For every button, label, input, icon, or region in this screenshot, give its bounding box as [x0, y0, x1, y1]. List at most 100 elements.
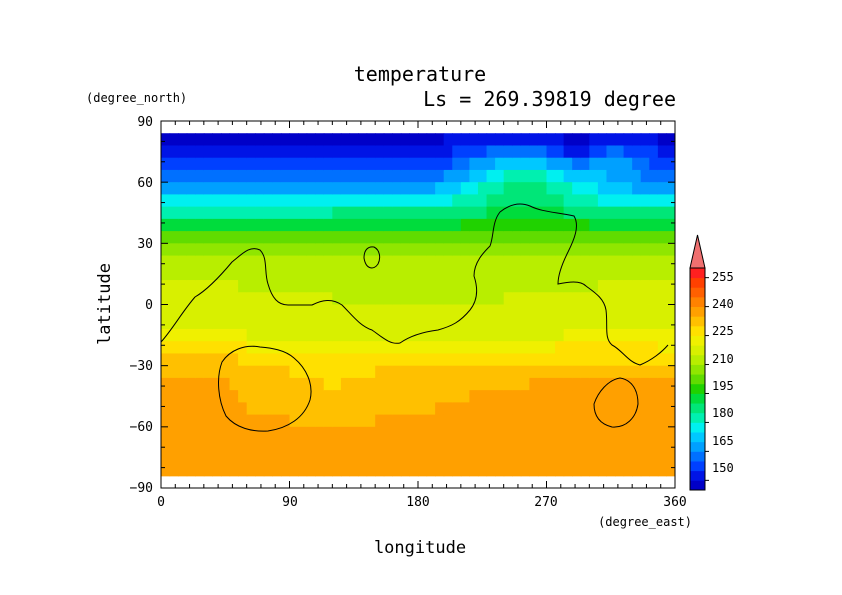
heatmap-cell	[597, 231, 608, 244]
x-tick-label: 270	[534, 495, 557, 510]
heatmap-cell	[529, 439, 539, 452]
heatmap-cell	[409, 390, 419, 403]
heatmap-cell	[572, 316, 582, 330]
heatmap-cell	[195, 451, 205, 465]
heatmap-cell	[358, 133, 368, 147]
heatmap-cell	[640, 231, 650, 244]
heatmap-cell	[469, 292, 479, 306]
heatmap-cell	[255, 133, 265, 147]
heatmap-cell	[400, 169, 411, 183]
heatmap-cell	[238, 353, 248, 367]
heatmap-cell	[632, 145, 642, 159]
heatmap-cell	[349, 426, 359, 440]
heatmap-cell	[246, 169, 256, 183]
heatmap-cell	[537, 133, 548, 147]
heatmap-cell	[452, 377, 462, 391]
heatmap-cell	[435, 414, 445, 428]
heatmap-cell	[340, 341, 351, 355]
heatmap-cell	[306, 451, 316, 465]
heatmap-cell	[409, 157, 419, 171]
heatmap-cell	[298, 255, 308, 269]
heatmap-cell	[597, 439, 608, 452]
heatmap-cell	[512, 341, 522, 355]
heatmap-cell	[340, 218, 351, 232]
heatmap-cell	[597, 218, 608, 232]
heatmap-cell	[503, 133, 513, 147]
heatmap-cell	[280, 267, 291, 281]
heatmap-cell	[400, 267, 411, 281]
heatmap-cell	[460, 133, 470, 147]
heatmap-cell	[178, 316, 188, 330]
heatmap-cell	[418, 353, 428, 367]
heatmap-cell	[392, 353, 402, 367]
heatmap-cell	[409, 218, 419, 232]
heatmap-cell	[589, 426, 599, 440]
heatmap-cell	[589, 365, 599, 379]
heatmap-cell	[597, 316, 608, 330]
heatmap-cell	[606, 463, 616, 477]
heatmap-cell	[452, 169, 462, 183]
heatmap-cell	[615, 280, 625, 293]
heatmap-cell	[358, 231, 368, 244]
heatmap-cell	[460, 341, 470, 355]
heatmap-cell	[469, 304, 479, 318]
heatmap-cell	[418, 267, 428, 281]
heatmap-cell	[280, 194, 291, 208]
heatmap-cell	[589, 328, 599, 342]
heatmap-cell	[563, 439, 573, 452]
colorbar-swatch	[690, 316, 705, 327]
heatmap-cell	[512, 451, 522, 465]
heatmap-cell	[666, 426, 675, 440]
heatmap-cell	[520, 194, 530, 208]
heatmap-cell	[580, 231, 590, 244]
heatmap-cell	[315, 439, 325, 452]
heatmap-cell	[503, 414, 513, 428]
heatmap-cell	[409, 365, 419, 379]
heatmap-cell	[486, 157, 496, 171]
heatmap-cell	[597, 182, 608, 195]
heatmap-cell	[495, 328, 505, 342]
heatmap-cell	[246, 231, 256, 244]
heatmap-cell	[443, 133, 453, 147]
heatmap-cell	[392, 414, 402, 428]
heatmap-cell	[623, 133, 633, 147]
heatmap-cell	[640, 218, 650, 232]
heatmap-cell	[246, 463, 256, 477]
heatmap-cell	[563, 218, 573, 232]
heatmap-cell	[289, 439, 299, 452]
heatmap-cell	[178, 365, 188, 379]
heatmap-cell	[649, 133, 659, 147]
heatmap-cell	[572, 133, 582, 147]
heatmap-cell	[520, 243, 530, 257]
heatmap-cell	[640, 280, 650, 293]
heatmap-cell	[315, 414, 325, 428]
heatmap-cell	[666, 157, 675, 171]
heatmap-cell	[358, 402, 368, 416]
heatmap-cell	[615, 365, 625, 379]
heatmap-cell	[606, 145, 616, 159]
heatmap-cell	[435, 133, 445, 147]
heatmap-cell	[486, 243, 496, 257]
heatmap-cell	[452, 328, 462, 342]
heatmap-cell	[272, 402, 282, 416]
heatmap-cell	[640, 206, 650, 220]
heatmap-cell	[452, 157, 462, 171]
heatmap-cell	[572, 390, 582, 403]
heatmap-cell	[289, 402, 299, 416]
heatmap-cell	[615, 145, 625, 159]
heatmap-cell	[169, 206, 179, 220]
heatmap-cell	[392, 182, 402, 195]
heatmap-cell	[409, 402, 419, 416]
heatmap-cell	[589, 231, 599, 244]
heatmap-cell	[272, 145, 282, 159]
heatmap-cell	[572, 182, 582, 195]
heatmap-cell	[409, 182, 419, 195]
heatmap-cell	[452, 426, 462, 440]
heatmap-cell	[212, 157, 222, 171]
heatmap-cell	[332, 377, 342, 391]
heatmap-cell	[657, 426, 668, 440]
heatmap-cell	[512, 402, 522, 416]
heatmap-cell	[632, 206, 642, 220]
heatmap-cell	[203, 133, 213, 147]
heatmap-cell	[537, 157, 548, 171]
